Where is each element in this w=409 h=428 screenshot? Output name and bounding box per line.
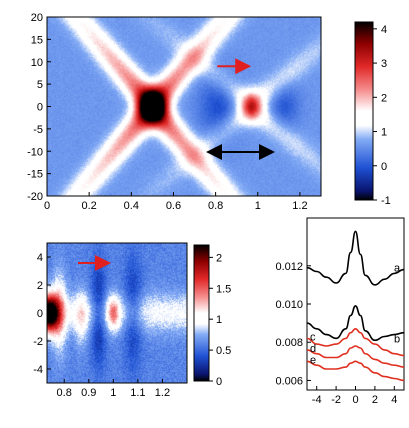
series-line-c: [306, 327, 405, 357]
x-tick-label-c: -2: [331, 394, 341, 406]
x-tick-label-a: 1: [255, 200, 261, 212]
series-line-d: [306, 345, 405, 368]
y-tick-label-a: -10: [27, 146, 43, 158]
colorbar-tick-label-b: 1.5: [216, 283, 231, 295]
y-tick-label-b: 0: [37, 308, 43, 320]
series-line-a: [306, 230, 405, 286]
series-label-b: b: [394, 334, 400, 346]
x-tick-label-c: 4: [391, 394, 397, 406]
x-tick-label-b: 0.8: [57, 387, 72, 399]
x-tick-label-a: 0.2: [82, 200, 97, 212]
y-tick-label-b: -2: [33, 336, 43, 348]
colorbar-tick-label-a: 3: [381, 58, 387, 70]
series-line-e: [306, 360, 405, 382]
y-tick-label-c: 0.012: [275, 261, 303, 273]
y-tick-label-b: -4: [33, 364, 43, 376]
y-tick-label-a: -15: [27, 169, 43, 181]
x-tick-label-a: 0.6: [166, 200, 181, 212]
y-tick-label-a: 20: [31, 12, 43, 24]
x-tick-label-a: 1.2: [292, 200, 307, 212]
colorbar-tick-label-b: 0: [216, 376, 222, 388]
y-tick-label-b: 4: [37, 252, 43, 264]
colorbar-tick-label-b: 2: [216, 252, 222, 264]
series-label-c: c: [310, 331, 316, 343]
x-tick-label-b: 0.9: [81, 387, 96, 399]
colorbar-ticks-a: 4 3 2 1 0 -1: [373, 24, 391, 207]
y-tick-label-a: -20: [27, 191, 43, 203]
line-series-c: a b cde: [306, 230, 405, 382]
colorbar-tick-label-a: 4: [381, 24, 387, 36]
y-tick-label-a: 10: [31, 57, 43, 69]
x-tick-label-c: 2: [372, 394, 378, 406]
colorbar-ticks-b: 2 1.5 1 0.5 0: [209, 252, 231, 388]
colorbar-tick-label-a: 2: [381, 92, 387, 104]
series-line-b: [306, 305, 405, 342]
colorbar-a: [354, 21, 374, 201]
x-tick-label-a: 0.4: [124, 200, 139, 212]
x-tick-label-a: 0.8: [208, 200, 223, 212]
heatmap-a: [47, 17, 321, 196]
colorbar-tick-label-a: 1: [381, 127, 387, 139]
y-tick-label-a: 15: [31, 34, 43, 46]
series-label-e: e: [310, 354, 316, 366]
x-tick-label-c: -4: [312, 394, 322, 406]
y-tick-label-a: 0: [37, 102, 43, 114]
colorbar-tick-label-b: 1: [216, 314, 222, 326]
y-tick-label-a: -5: [33, 124, 43, 136]
axis-ticks-c: -4 -2 0 2 4 0.012 0.010 0.008 0.006: [275, 261, 397, 406]
y-tick-label-c: 0.010: [275, 299, 303, 311]
colorbar-b: [193, 244, 210, 382]
colorbar-tick-label-a: -1: [381, 195, 391, 207]
y-tick-label-c: 0.006: [275, 375, 303, 387]
y-tick-label-b: 2: [37, 280, 43, 292]
x-tick-label-b: 1.2: [155, 387, 170, 399]
x-tick-label-a: 0: [44, 200, 50, 212]
x-tick-label-c: 0: [352, 394, 358, 406]
y-tick-label-a: 5: [37, 79, 43, 91]
colorbar-tick-label-b: 0.5: [216, 345, 231, 357]
axis-ticks-b: 0.8 0.9 1 1.1 1.2 4 2 0 -2 -4: [33, 252, 170, 399]
heatmap-b: [47, 243, 187, 383]
x-tick-label-b: 1: [110, 387, 116, 399]
colorbar-tick-label-a: 0: [381, 161, 387, 173]
x-tick-label-b: 1.1: [130, 387, 145, 399]
axis-ticks-a: 0 0.2 0.4 0.6 0.8 1 1.2 20 15 10 5 0 -5 -10 -15 -20: [27, 12, 307, 212]
y-tick-label-c: 0.008: [275, 337, 303, 349]
series-label-a: a: [394, 263, 401, 275]
series-label-d: d: [310, 343, 316, 355]
